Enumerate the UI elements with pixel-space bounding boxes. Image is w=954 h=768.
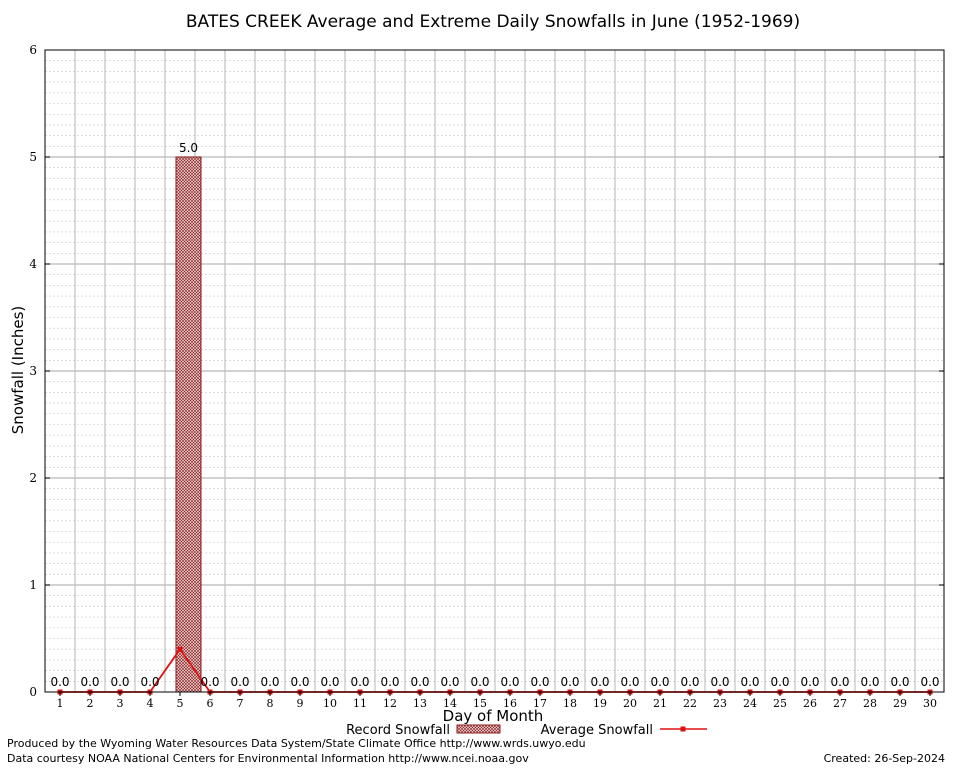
x-tick-label-28: 28 <box>863 697 877 710</box>
value-label-day-7: 0.0 <box>230 675 249 689</box>
y-tick-label-3: 3 <box>29 364 37 378</box>
x-tick-label-26: 26 <box>803 697 817 710</box>
x-tick-label-16: 16 <box>503 697 517 710</box>
value-label-day-23: 0.0 <box>710 675 729 689</box>
value-label-day-8: 0.0 <box>260 675 279 689</box>
footer-data-source-text: Data courtesy NOAA National Centers for … <box>7 752 529 765</box>
value-label-day-5: 5.0 <box>179 141 198 155</box>
x-tick-label-13: 13 <box>413 697 427 710</box>
x-tick-label-7: 7 <box>237 697 244 710</box>
y-tick-label-4: 4 <box>29 257 37 271</box>
value-label-day-9: 0.0 <box>290 675 309 689</box>
x-tick-label-18: 18 <box>563 697 577 710</box>
value-label-day-11: 0.0 <box>350 675 369 689</box>
value-label-day-19: 0.0 <box>590 675 609 689</box>
legend: Record Snowfall Average Snowfall <box>346 723 707 738</box>
x-tick-label-19: 19 <box>593 697 607 710</box>
value-label-day-21: 0.0 <box>650 675 669 689</box>
x-tick-label-6: 6 <box>207 697 214 710</box>
legend-average-marker <box>680 726 686 732</box>
x-tick-label-2: 2 <box>87 697 94 710</box>
x-tick-label-10: 10 <box>323 697 337 710</box>
value-label-day-13: 0.0 <box>410 675 429 689</box>
x-tick-label-27: 27 <box>833 697 847 710</box>
value-label-day-26: 0.0 <box>800 675 819 689</box>
y-tick-label-2: 2 <box>29 471 37 485</box>
legend-record-swatch <box>456 724 501 734</box>
x-tick-label-5: 5 <box>177 697 184 710</box>
x-tick-label-29: 29 <box>893 697 907 710</box>
value-label-day-15: 0.0 <box>470 675 489 689</box>
x-tick-label-12: 12 <box>383 697 397 710</box>
value-label-day-29: 0.0 <box>890 675 909 689</box>
x-tick-label-9: 9 <box>297 697 304 710</box>
legend-average-label: Average Snowfall <box>541 723 653 738</box>
value-label-day-1: 0.0 <box>50 675 69 689</box>
x-tick-label-14: 14 <box>443 697 457 710</box>
axis-ticks <box>45 49 944 696</box>
value-label-day-28: 0.0 <box>860 675 879 689</box>
y-tick-label-1: 1 <box>29 578 37 592</box>
value-label-day-12: 0.0 <box>380 675 399 689</box>
value-label-day-4: 0.0 <box>140 675 159 689</box>
x-tick-label-11: 11 <box>353 697 367 710</box>
footer-created-date: Created: 26-Sep-2024 <box>823 752 945 765</box>
value-label-day-14: 0.0 <box>440 675 459 689</box>
value-labels: 0.0 0.0 0.0 0.0 5.0 0.0 0.0 0.0 0.0 0.0 0.0 0.0 0.0 0… <box>50 141 939 689</box>
y-axis-label: Snowfall (Inches) <box>9 306 27 434</box>
y-tick-label-0: 0 <box>29 685 37 699</box>
x-tick-label-3: 3 <box>117 697 124 710</box>
record-bars <box>175 156 202 693</box>
x-tick-label-24: 24 <box>743 697 757 710</box>
chart-title: BATES CREEK Average and Extreme Daily Sn… <box>186 12 800 32</box>
value-label-day-17: 0.0 <box>530 675 549 689</box>
value-label-day-25: 0.0 <box>770 675 789 689</box>
x-tick-label-17: 17 <box>533 697 547 710</box>
y-tick-label-5: 5 <box>29 150 37 164</box>
value-label-day-6: 0.0 <box>200 675 219 689</box>
value-label-day-16: 0.0 <box>500 675 519 689</box>
record-bar-day-5 <box>175 156 202 693</box>
x-tick-label-20: 20 <box>623 697 637 710</box>
footer-producer-text: Produced by the Wyoming Water Resources … <box>7 737 586 750</box>
value-label-day-30: 0.0 <box>920 675 939 689</box>
x-tick-label-22: 22 <box>683 697 697 710</box>
value-label-day-18: 0.0 <box>560 675 579 689</box>
x-tick-label-1: 1 <box>57 697 64 710</box>
x-tick-label-21: 21 <box>653 697 667 710</box>
x-tick-label-15: 15 <box>473 697 487 710</box>
value-label-day-20: 0.0 <box>620 675 639 689</box>
value-label-day-2: 0.0 <box>80 675 99 689</box>
x-tick-labels: 1 2 3 4 5 6 7 8 9 10 11 12 13 14 15 16 17 18 19 20 21 22 23 24 2… <box>57 697 938 710</box>
x-tick-label-30: 30 <box>923 697 937 710</box>
value-label-day-24: 0.0 <box>740 675 759 689</box>
y-tick-labels: 0 1 2 3 4 5 6 <box>29 43 37 699</box>
legend-record-label: Record Snowfall <box>346 723 450 738</box>
average-point-day-5 <box>177 646 183 652</box>
y-tick-label-6: 6 <box>29 43 37 57</box>
value-label-day-27: 0.0 <box>830 675 849 689</box>
value-label-day-3: 0.0 <box>110 675 129 689</box>
x-tick-label-23: 23 <box>713 697 727 710</box>
value-label-day-10: 0.0 <box>320 675 339 689</box>
x-tick-label-4: 4 <box>147 697 154 710</box>
x-axis-label: Day of Month <box>443 707 544 725</box>
value-label-day-22: 0.0 <box>680 675 699 689</box>
x-tick-label-25: 25 <box>773 697 787 710</box>
x-tick-label-8: 8 <box>267 697 274 710</box>
